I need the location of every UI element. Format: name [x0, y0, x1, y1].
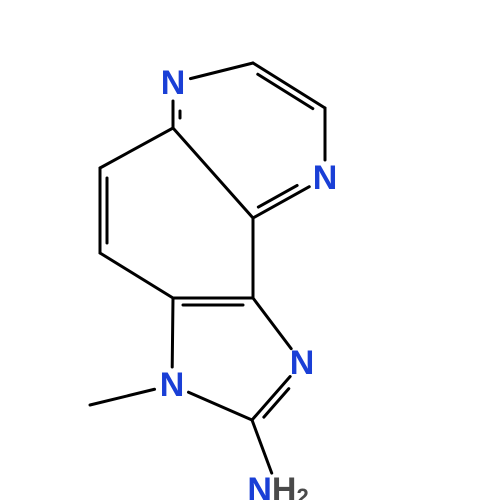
svg-text:NH2: NH2: [247, 471, 308, 500]
bonds-layer: [90, 63, 325, 473]
molecule-diagram: N N N N NH2: [0, 0, 500, 500]
atom-N7: N: [161, 64, 186, 102]
atom-N1: N: [290, 344, 315, 382]
atom-N3: N: [160, 366, 185, 404]
labels-layer: N N N N NH2: [160, 64, 338, 500]
atom-N10: N: [313, 159, 338, 197]
